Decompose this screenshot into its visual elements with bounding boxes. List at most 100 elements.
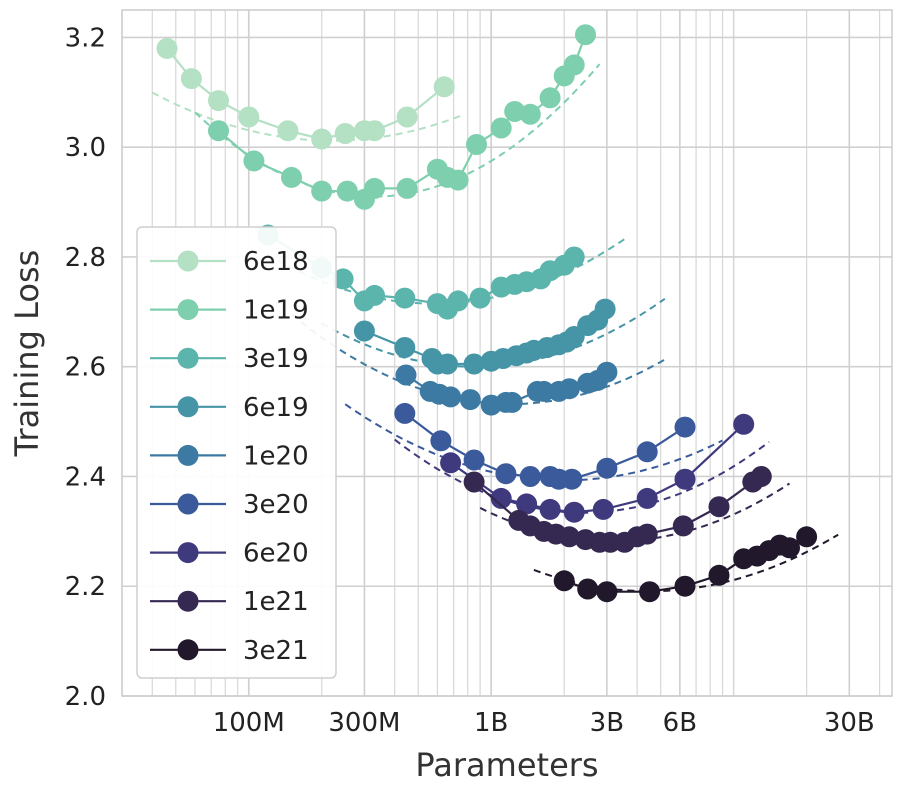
legend-item-1e20: 1e20 — [150, 441, 309, 471]
data-point-6e20 — [563, 501, 585, 523]
legend-marker — [177, 444, 199, 466]
legend-marker — [177, 299, 199, 321]
data-point-1e19 — [563, 54, 585, 76]
data-point-1e20 — [395, 364, 417, 386]
y-tick-label: 2.2 — [65, 572, 106, 602]
data-point-1e19 — [504, 101, 526, 122]
series-6e19 — [353, 298, 616, 375]
data-point-1e20 — [533, 380, 555, 402]
data-point-1e19 — [396, 177, 418, 199]
legend-label: 3e21 — [243, 636, 309, 666]
legend-label: 6e20 — [243, 539, 309, 569]
x-axis-label: Parameters — [415, 746, 598, 784]
data-point-3e19 — [563, 246, 585, 268]
data-point-6e19 — [437, 353, 458, 375]
data-point-6e20 — [674, 468, 696, 490]
y-tick-label: 2.6 — [65, 353, 106, 383]
legend-item-3e20: 3e20 — [150, 490, 309, 520]
data-point-6e18 — [238, 106, 260, 128]
x-tick-label: 6B — [663, 708, 697, 738]
data-point-3e21 — [553, 570, 575, 592]
data-point-1e21 — [558, 526, 580, 548]
y-tick-label: 2.0 — [65, 682, 106, 712]
series-1e20 — [395, 361, 618, 416]
legend-label: 1e19 — [243, 296, 309, 326]
data-point-3e21 — [596, 581, 618, 603]
legend-item-6e19: 6e19 — [150, 393, 309, 423]
data-point-6e19 — [463, 353, 485, 375]
data-point-3e19 — [469, 287, 491, 309]
legend: 6e18 1e19 3e19 6e19 1e20 3e20 6e20 1e21 3e21 — [136, 226, 337, 679]
data-point-1e19 — [208, 120, 229, 142]
data-point-1e19 — [336, 180, 358, 202]
series-6e18 — [156, 37, 455, 150]
data-point-1e20 — [440, 386, 462, 408]
data-point-6e18 — [156, 37, 178, 59]
series-1e21 — [463, 466, 772, 553]
data-point-6e20 — [733, 413, 755, 435]
data-point-3e21 — [577, 578, 599, 600]
y-tick-label: 2.8 — [65, 243, 106, 273]
legend-item-6e20: 6e20 — [150, 539, 309, 569]
data-point-6e18 — [277, 120, 299, 142]
data-point-3e20 — [561, 468, 583, 490]
legend-item-6e18: 6e18 — [150, 247, 309, 277]
data-point-6e18 — [180, 68, 202, 90]
legend-marker — [177, 493, 199, 515]
data-point-3e20 — [463, 449, 485, 471]
data-point-3e20 — [674, 416, 696, 438]
data-point-1e20 — [596, 361, 618, 383]
data-point-1e20 — [459, 389, 481, 411]
x-tick-label: 100M — [213, 708, 285, 738]
data-point-6e19 — [594, 298, 616, 320]
data-point-6e18 — [396, 106, 418, 128]
data-point-3e19 — [447, 290, 469, 312]
fit-curve-6e18 — [151, 91, 462, 142]
fit-curve-6e19 — [321, 297, 666, 368]
data-point-6e18 — [334, 123, 356, 144]
legend-marker — [177, 542, 199, 564]
series-3e20 — [394, 402, 696, 490]
data-point-6e20 — [490, 487, 512, 509]
legend-label: 3e19 — [243, 344, 309, 374]
data-point-1e21 — [463, 471, 485, 493]
data-point-6e18 — [364, 120, 385, 142]
series-1e19 — [208, 24, 596, 210]
legend-label: 6e19 — [243, 393, 309, 423]
data-point-1e20 — [501, 391, 523, 413]
data-point-1e19 — [243, 150, 265, 172]
y-tick-label: 3.2 — [65, 23, 106, 53]
x-tick-label: 1B — [474, 708, 508, 738]
data-point-1e21 — [672, 515, 694, 537]
data-point-1e19 — [364, 177, 385, 199]
data-point-6e20 — [440, 452, 462, 474]
x-tick-label: 30B — [824, 708, 875, 738]
data-point-3e20 — [495, 463, 517, 485]
data-point-6e18 — [208, 90, 229, 112]
legend-item-1e21: 1e21 — [150, 587, 309, 617]
legend-marker — [177, 396, 199, 418]
legend-item-3e21: 3e21 — [150, 636, 309, 666]
x-tick-label: 3B — [590, 708, 624, 738]
data-point-6e20 — [636, 487, 658, 509]
data-point-6e18 — [433, 76, 455, 98]
legend-item-3e19: 3e19 — [150, 344, 309, 374]
data-point-1e19 — [539, 87, 561, 109]
x-tick-label: 300M — [328, 708, 400, 738]
data-point-3e20 — [596, 457, 618, 479]
data-point-1e19 — [466, 134, 487, 155]
data-point-3e20 — [430, 430, 452, 452]
legend-marker — [177, 639, 199, 661]
plot-frame — [121, 9, 893, 697]
data-series — [156, 24, 818, 603]
legend-marker — [177, 250, 199, 272]
legend-marker — [177, 347, 199, 369]
legend-item-1e19: 1e19 — [150, 296, 309, 326]
series-3e19 — [257, 224, 585, 320]
data-point-1e21 — [708, 496, 730, 518]
data-point-1e19 — [490, 117, 512, 139]
data-point-1e21 — [750, 466, 772, 487]
data-point-3e20 — [394, 402, 416, 424]
legend-label: 1e20 — [243, 441, 309, 471]
data-point-6e20 — [539, 498, 561, 520]
